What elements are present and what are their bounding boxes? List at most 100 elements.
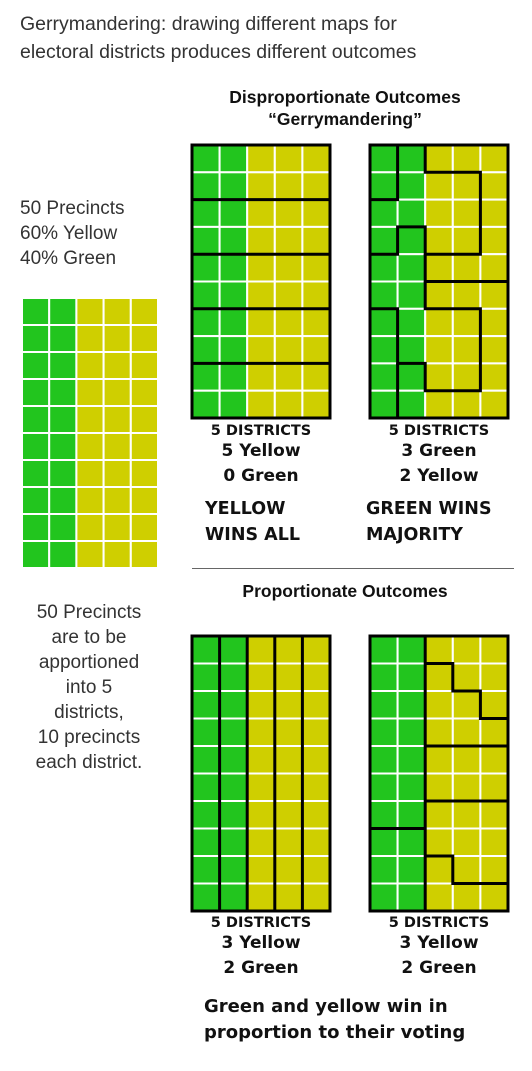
green-precinct — [218, 253, 249, 283]
yellow-precinct — [479, 225, 510, 256]
yellow-precinct — [451, 662, 482, 692]
yellow-precinct — [273, 882, 304, 912]
map-d-districts: 5 DISTRICTS — [388, 915, 490, 931]
green-precinct — [369, 144, 399, 174]
green-precinct — [191, 745, 221, 775]
map-border — [368, 634, 510, 913]
apportion-line-3: apportioned — [38, 652, 140, 673]
yellow-precinct — [246, 198, 276, 228]
yellow-precinct — [129, 486, 160, 515]
yellow-precinct — [301, 144, 332, 174]
green-precinct — [218, 362, 249, 392]
map-a-result: YELLOW WINS ALL — [205, 496, 300, 548]
green-precinct — [396, 745, 427, 775]
yellow-precinct — [451, 171, 482, 201]
yellow-precinct — [246, 662, 276, 692]
green-precinct — [396, 280, 427, 310]
yellow-precinct — [479, 307, 510, 338]
green-precinct — [218, 335, 249, 365]
yellow-precinct — [246, 362, 276, 392]
yellow-precinct — [246, 389, 276, 419]
yellow-precinct — [479, 745, 510, 775]
yellow-precinct — [424, 855, 454, 885]
precinct-count: 50 Precincts — [20, 198, 125, 219]
yellow-precinct — [301, 745, 332, 775]
yellow-precinct — [424, 662, 454, 692]
yellow-precinct — [301, 335, 332, 365]
green-precinct — [369, 800, 399, 830]
green-precinct — [191, 827, 221, 857]
yellow-precinct — [451, 225, 482, 256]
yellow-precinct — [273, 362, 304, 392]
map-c-line-2: 2 Green — [223, 958, 299, 978]
yellow-precinct — [301, 307, 332, 338]
green-precinct — [48, 351, 78, 380]
green-precinct — [218, 662, 249, 692]
yellow-precinct — [75, 297, 105, 326]
green-precinct — [191, 171, 221, 201]
green-precinct — [218, 635, 249, 665]
yellow-precinct — [129, 405, 160, 434]
yellow-precinct — [102, 540, 132, 569]
yellow-precinct — [301, 662, 332, 692]
yellow-precinct — [479, 198, 510, 228]
yellow-precinct — [424, 335, 454, 365]
green-precinct — [191, 772, 221, 802]
yellow-precinct — [451, 362, 482, 392]
green-precinct — [191, 717, 221, 747]
green-precinct — [48, 486, 78, 515]
green-precinct — [218, 690, 249, 720]
green-precinct — [21, 297, 51, 326]
yellow-precinct — [129, 459, 160, 488]
green-precinct — [21, 513, 51, 542]
yellow-precinct — [451, 635, 482, 665]
yellow-precinct — [273, 855, 304, 885]
yellow-precinct — [479, 171, 510, 201]
green-precinct — [48, 540, 78, 569]
yellow-precinct — [479, 690, 510, 720]
apportion-text: 50 Precincts are to be apportioned into … — [14, 600, 164, 775]
green-precinct — [396, 635, 427, 665]
green-precinct — [191, 662, 221, 692]
apportion-line-6: 10 precincts — [37, 727, 141, 748]
yellow-precinct — [451, 717, 482, 747]
yellow-precinct — [102, 486, 132, 515]
green-precinct — [48, 297, 78, 326]
yellow-precinct — [129, 432, 160, 461]
map-c-districts: 5 DISTRICTS — [210, 915, 312, 931]
yellow-precinct — [246, 855, 276, 885]
yellow-precinct — [424, 690, 454, 720]
precinct-summary: 50 Precincts 60% Yellow 40% Green — [20, 196, 125, 271]
yellow-precinct — [479, 253, 510, 283]
map-b-result: GREEN WINS MAJORITY — [366, 496, 492, 548]
yellow-precinct — [301, 635, 332, 665]
yellow-precinct — [129, 297, 160, 326]
yellow-share: 60% Yellow — [20, 223, 118, 244]
yellow-precinct — [246, 827, 276, 857]
map-b-line-1: 3 Green — [401, 441, 477, 461]
green-precinct — [21, 540, 51, 569]
green-precinct — [369, 772, 399, 802]
yellow-precinct — [479, 717, 510, 747]
yellow-precinct — [301, 690, 332, 720]
green-precinct — [191, 855, 221, 885]
yellow-precinct — [75, 513, 105, 542]
yellow-precinct — [479, 800, 510, 830]
green-precinct — [21, 378, 51, 407]
green-precinct — [396, 225, 427, 256]
yellow-precinct — [246, 225, 276, 256]
green-precinct — [218, 772, 249, 802]
yellow-precinct — [102, 459, 132, 488]
green-precinct — [191, 225, 221, 256]
yellow-precinct — [246, 882, 276, 912]
yellow-precinct — [301, 171, 332, 201]
yellow-precinct — [129, 378, 160, 407]
yellow-precinct — [301, 772, 332, 802]
green-precinct — [396, 362, 427, 392]
yellow-precinct — [75, 324, 105, 353]
green-precinct — [369, 690, 399, 720]
green-precinct — [396, 253, 427, 283]
green-precinct — [21, 324, 51, 353]
map-d-line-2: 2 Green — [401, 958, 477, 978]
gerrymander-map-yellow-wins — [190, 143, 332, 420]
